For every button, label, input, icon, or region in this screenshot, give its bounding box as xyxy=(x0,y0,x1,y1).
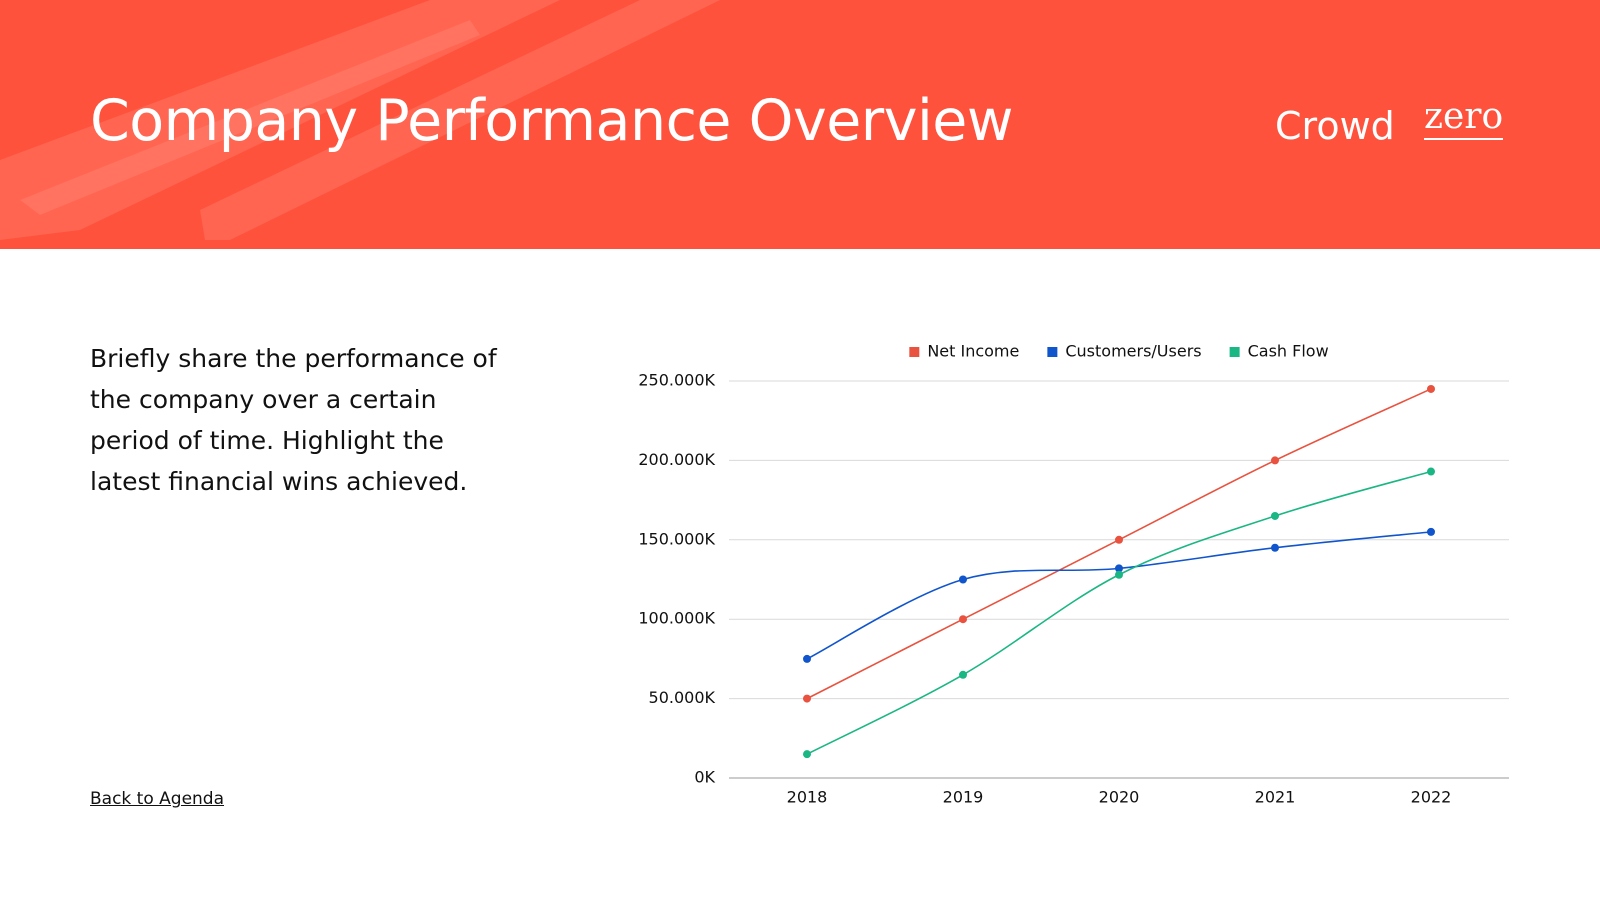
brush-decoration xyxy=(0,0,720,240)
y-tick-label: 100.000K xyxy=(638,609,715,628)
legend-swatch xyxy=(1229,347,1240,357)
data-point xyxy=(1427,467,1435,476)
data-point xyxy=(1115,570,1123,579)
header: Company Performance Overview Crowd zero xyxy=(0,0,1600,249)
y-tick-label: 200.000K xyxy=(638,450,715,469)
series-line xyxy=(806,388,1432,700)
y-tick-label: 0K xyxy=(694,768,715,787)
y-tick-label: 150.000K xyxy=(638,529,715,548)
y-tick-label: 50.000K xyxy=(649,688,716,707)
series-line xyxy=(806,531,1432,660)
x-tick-label: 2018 xyxy=(787,788,828,807)
data-point xyxy=(959,670,967,679)
legend-label: Customers/Users xyxy=(1065,342,1201,361)
data-point xyxy=(1271,511,1279,520)
series-line xyxy=(806,470,1432,755)
x-tick-label: 2022 xyxy=(1411,788,1452,807)
logo-text: zero xyxy=(1424,96,1504,140)
x-tick-label: 2021 xyxy=(1255,788,1296,807)
x-tick-label: 2020 xyxy=(1099,788,1140,807)
data-point xyxy=(959,575,967,584)
body-text: Briefly share the performance of the com… xyxy=(90,344,497,496)
data-point xyxy=(1427,527,1435,536)
logo-text: Crowd xyxy=(1275,104,1395,148)
legend-label: Net Income xyxy=(927,342,1019,361)
back-link[interactable]: Back to Agenda xyxy=(90,789,225,809)
data-point xyxy=(959,615,967,624)
data-point xyxy=(803,694,811,703)
data-point xyxy=(1427,384,1435,393)
legend-swatch xyxy=(1047,347,1058,357)
y-tick-label: 250.000K xyxy=(638,371,715,390)
legend-swatch xyxy=(909,347,920,357)
x-tick-label: 2019 xyxy=(943,788,984,807)
data-point xyxy=(1271,543,1279,552)
data-point xyxy=(1115,564,1123,573)
title: Company Performance Overview xyxy=(90,88,1013,154)
legend-label: Cash Flow xyxy=(1248,342,1329,361)
data-point xyxy=(803,750,811,759)
data-point xyxy=(1115,535,1123,544)
data-point xyxy=(803,654,811,663)
data-point xyxy=(1271,456,1279,465)
